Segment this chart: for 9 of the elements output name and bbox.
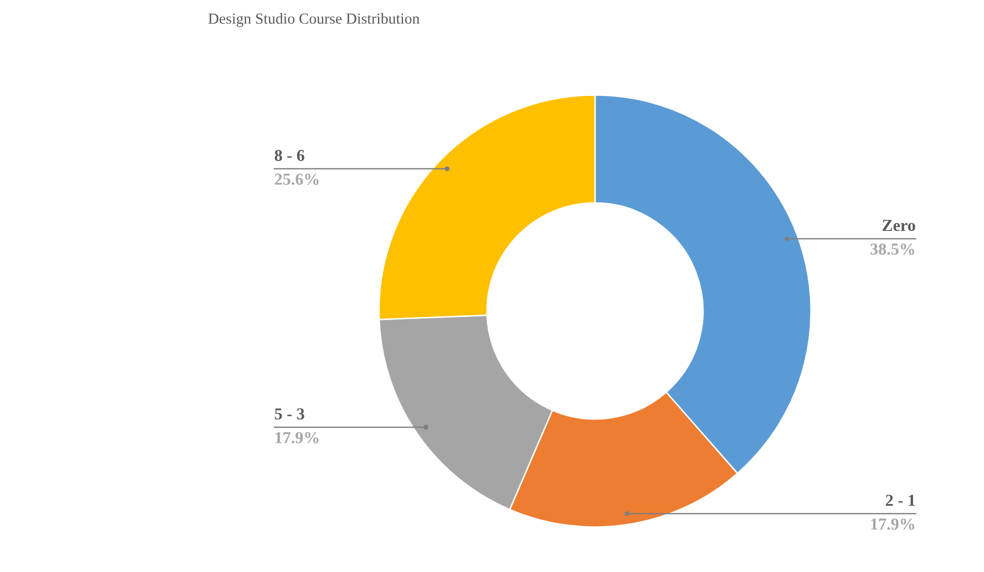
data-label: 38.5% (870, 244, 914, 255)
slice-label: 8 - 6 (274, 150, 304, 162)
slice-label: Zero (882, 220, 916, 231)
data-label: 17.9% (276, 432, 319, 444)
data-label: 25.6% (274, 174, 319, 185)
data-label: 17.9% (871, 518, 914, 530)
chart-title: Design Studio Course Distribution (208, 13, 420, 27)
slice-label: 5 - 3 (274, 408, 304, 420)
slice-label: 2 - 1 (886, 494, 915, 506)
